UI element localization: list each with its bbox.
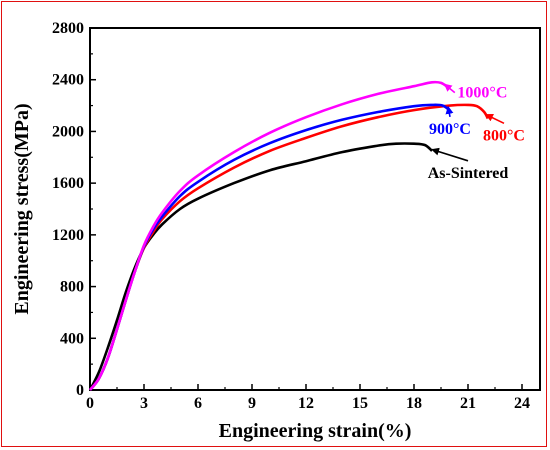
y-tick-label: 400 bbox=[60, 330, 84, 347]
y-tick-label: 800 bbox=[60, 279, 84, 296]
y-tick-label: 2000 bbox=[52, 123, 84, 140]
series-line-as-sintered bbox=[88, 142, 433, 391]
plot-frame bbox=[89, 27, 541, 391]
annotation-arrow-900-c bbox=[445, 105, 454, 117]
y-tick-label: 1600 bbox=[52, 175, 84, 192]
x-tick-label: 6 bbox=[194, 395, 202, 412]
x-tick-label: 18 bbox=[406, 395, 422, 412]
x-tick-label: 3 bbox=[140, 395, 148, 412]
annotation-arrow-as-sintered bbox=[431, 147, 469, 162]
y-tick-label: 2800 bbox=[52, 20, 84, 37]
series-label-1000-c: 1000°C bbox=[457, 85, 507, 102]
series-line-1000-c bbox=[88, 80, 449, 391]
y-tick-label: 1200 bbox=[52, 227, 84, 244]
series-label-800-c: 800°C bbox=[483, 127, 525, 144]
x-tick-label: 12 bbox=[298, 395, 314, 412]
annotation-arrow-1000-c bbox=[443, 83, 456, 94]
y-axis-title: Engineering stress(MPa) bbox=[11, 103, 33, 314]
x-tick-label: 9 bbox=[248, 395, 256, 412]
x-axis-title: Engineering strain(%) bbox=[219, 420, 412, 442]
series-label-as-sintered: As-Sintered bbox=[428, 165, 509, 182]
y-tick-label: 2400 bbox=[52, 72, 84, 89]
y-tick-label: 0 bbox=[76, 382, 84, 399]
series-label-900-c: 900°C bbox=[429, 121, 471, 138]
x-tick-label: 15 bbox=[352, 395, 368, 412]
x-tick-label: 0 bbox=[86, 395, 94, 412]
x-tick-label: 21 bbox=[460, 395, 476, 412]
x-tick-label: 24 bbox=[514, 395, 530, 412]
annotation-arrow-800-c bbox=[485, 113, 505, 125]
